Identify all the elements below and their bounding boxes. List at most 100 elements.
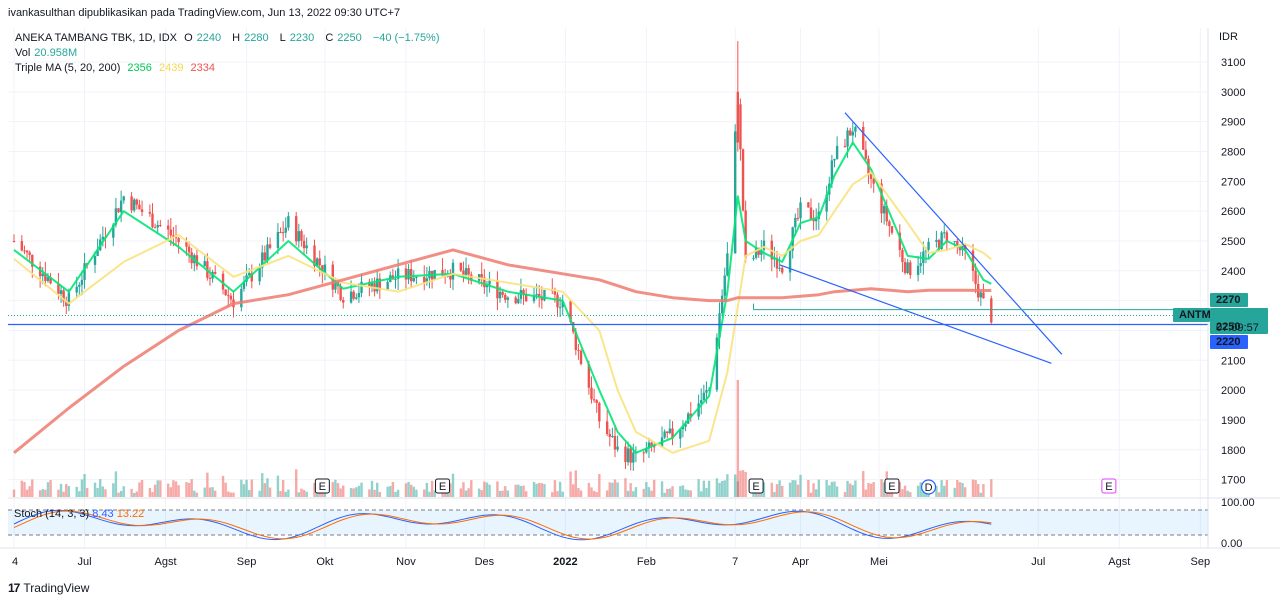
candle-body xyxy=(130,196,133,211)
candle-body xyxy=(943,232,946,234)
candle-body xyxy=(425,278,429,283)
candle-body xyxy=(971,250,975,271)
candle-body xyxy=(464,268,468,276)
volume-bar xyxy=(862,471,865,497)
badge-symbol: ANTM xyxy=(1179,309,1211,321)
candle-body xyxy=(12,240,16,242)
earnings-label: E xyxy=(1105,481,1112,493)
time-tick: 7 xyxy=(732,556,738,568)
candle-body xyxy=(386,282,389,290)
candle-body xyxy=(224,289,227,296)
candle-body xyxy=(919,263,922,266)
trend-drawings[interactable] xyxy=(8,112,1208,364)
candle-body xyxy=(613,435,617,450)
earnings-label: E xyxy=(439,481,446,493)
volume-bar xyxy=(971,479,975,497)
time-tick: Mei xyxy=(870,556,888,568)
volume-bar xyxy=(425,482,429,497)
candle-body xyxy=(268,244,272,248)
volume-bar xyxy=(616,482,619,497)
volume-legend: Vol 20.958M xyxy=(15,47,78,59)
volume-bar xyxy=(700,491,703,497)
candle-body xyxy=(302,240,306,249)
candle-body xyxy=(407,269,410,280)
volume-bar xyxy=(650,490,653,497)
volume-bar xyxy=(744,471,747,497)
earnings-marker[interactable]: E xyxy=(748,478,764,494)
volume-bar xyxy=(922,489,925,497)
volume-bar xyxy=(470,480,473,497)
candle-body xyxy=(796,217,800,219)
candle-body xyxy=(396,268,400,279)
volume-bar xyxy=(778,480,781,497)
candle-body xyxy=(794,217,797,228)
candle-body xyxy=(258,267,261,282)
volume-bar xyxy=(551,492,554,497)
volume-bar xyxy=(263,483,267,497)
volume-bar xyxy=(38,490,42,497)
volume-bar xyxy=(598,474,601,497)
volume-bar xyxy=(428,491,431,497)
volume-bar xyxy=(605,490,609,497)
time-tick: Jul xyxy=(78,556,92,568)
volume-bar xyxy=(848,483,852,497)
volume-bar xyxy=(57,489,60,497)
candle-body xyxy=(645,448,648,453)
tradingview-brand[interactable]: 17 TradingView xyxy=(8,581,89,595)
volume-bar xyxy=(441,492,444,497)
candle-body xyxy=(101,236,105,240)
candle-body xyxy=(684,423,687,427)
volume-bar xyxy=(715,478,719,497)
candle-body xyxy=(718,313,721,338)
candle-body xyxy=(982,292,985,299)
volume-bar xyxy=(156,480,159,497)
price-tick: 3000 xyxy=(1221,87,1245,99)
volume-bar xyxy=(281,480,285,497)
volume-bar xyxy=(151,492,154,497)
volume-bar xyxy=(268,487,272,497)
volume-bar xyxy=(830,481,834,497)
price-tick: 2100 xyxy=(1221,355,1245,367)
candle-body xyxy=(885,205,888,222)
volume-bar xyxy=(250,479,253,497)
time-tick: Jul xyxy=(1031,556,1045,568)
volume-bar xyxy=(739,470,742,497)
candle-body xyxy=(261,252,264,268)
earnings-marker[interactable]: E xyxy=(435,478,451,494)
volume-bar xyxy=(956,480,959,497)
candle-body xyxy=(295,216,298,242)
candle-body xyxy=(668,428,672,434)
earnings-marker[interactable]: E xyxy=(884,478,900,494)
volume-bar xyxy=(394,491,397,497)
candle-body xyxy=(632,452,635,463)
volume-bar xyxy=(869,483,873,497)
candle-body xyxy=(498,291,502,299)
badge-last: 2250 xyxy=(1216,321,1240,333)
volume-bar xyxy=(112,483,115,497)
badge-countdown: 07:09:57 xyxy=(1216,322,1259,334)
candle-body xyxy=(65,301,68,306)
volume-bar xyxy=(300,488,303,497)
earnings-marker[interactable]: E xyxy=(314,478,330,494)
volume-bar xyxy=(807,479,810,497)
volume-bar xyxy=(514,484,517,497)
volume-bar xyxy=(28,486,31,497)
time-tick: Sep xyxy=(1191,556,1211,568)
symbol-legend: ANEKA TAMBANG TBK, 1D, IDX O 2240 H 2280 L… xyxy=(15,32,440,44)
candle-body xyxy=(41,273,44,277)
candle-body xyxy=(605,421,609,435)
candle-body xyxy=(726,253,729,276)
candle-body xyxy=(151,213,154,228)
earnings-label: E xyxy=(888,481,895,493)
volume-bar xyxy=(305,491,308,497)
ma-line-3 xyxy=(13,248,992,454)
candle-body xyxy=(480,274,483,278)
earnings-marker[interactable]: E xyxy=(1101,478,1117,494)
candle-body xyxy=(754,247,758,258)
candle-body xyxy=(315,258,319,267)
volume-bar xyxy=(295,469,298,497)
dividend-marker[interactable]: D xyxy=(920,479,937,495)
candle-body xyxy=(781,267,784,273)
